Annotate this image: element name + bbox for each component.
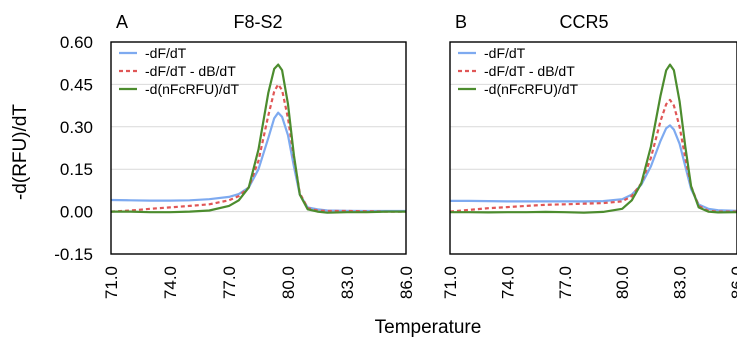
y-tick-label: 0.30 xyxy=(60,118,93,137)
panel-letter: B xyxy=(455,12,467,32)
plot-frame xyxy=(110,41,407,255)
series-line xyxy=(111,63,406,214)
legend-label: -dF/dT xyxy=(484,45,526,61)
x-tick-label: 80.0 xyxy=(279,266,298,299)
y-tick-label: 0.60 xyxy=(60,33,93,52)
x-tick-label: 77.0 xyxy=(556,266,575,299)
series-line xyxy=(110,83,406,213)
panel-b: 71.0 74.0 77.0 80.0 83.0 86.0 -dF/dT -dF/dT - d… xyxy=(441,12,737,299)
series-line xyxy=(450,124,737,212)
legend-label: -dF/dT xyxy=(145,45,187,61)
x-tick-label: 80.0 xyxy=(613,266,632,299)
panel-a: 0.60 0.45 0.30 0.15 0.00 -0.15 71.0 74.0 77.0 80.… xyxy=(54,12,416,299)
panel-title: CCR5 xyxy=(559,12,608,32)
legend-label: -dF/dT - dB/dT xyxy=(484,63,575,79)
x-tick-label: 71.0 xyxy=(441,266,460,299)
panel-letter: A xyxy=(116,12,128,32)
panel-title: F8-S2 xyxy=(233,12,282,32)
x-tick-label: 74.0 xyxy=(161,266,180,299)
legend-label: -d(nFcRFU)/dT xyxy=(484,81,579,97)
y-axis-title: -d(RFU)/dT xyxy=(10,104,31,200)
x-tick-label: 86.0 xyxy=(397,266,416,299)
y-tick-label: -0.15 xyxy=(54,245,93,264)
x-tick-label: 74.0 xyxy=(498,266,517,299)
plot-frame xyxy=(449,41,737,255)
legend-label: -dF/dT - dB/dT xyxy=(145,63,236,79)
series-line xyxy=(450,63,737,214)
x-tick-label: 86.0 xyxy=(728,266,737,299)
x-axis-title: Temperature xyxy=(375,317,482,337)
y-tick-label: 0.00 xyxy=(60,203,93,222)
legend-label: -d(nFcRFU)/dT xyxy=(145,81,240,97)
x-tick-label: 83.0 xyxy=(671,266,690,299)
x-tick-label: 71.0 xyxy=(102,266,121,299)
x-tick-label: 77.0 xyxy=(220,266,239,299)
y-tick-label: 0.15 xyxy=(60,160,93,179)
y-tick-label: 0.45 xyxy=(60,75,93,94)
x-tick-label: 83.0 xyxy=(338,266,357,299)
